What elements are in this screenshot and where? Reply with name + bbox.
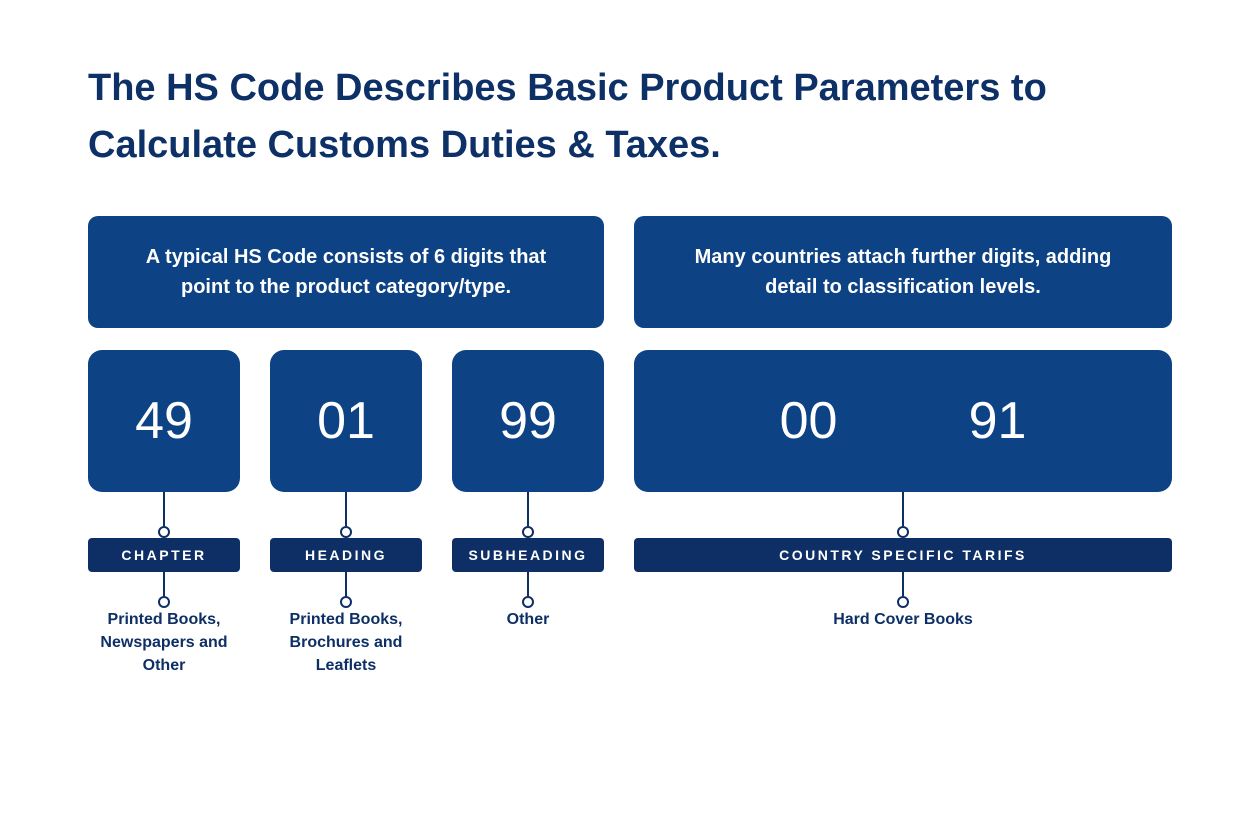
info-box-right: Many countries attach further digits, ad…	[634, 216, 1172, 328]
connector-stem	[163, 572, 165, 596]
connector	[522, 492, 534, 538]
desc-country-tarifs: Hard Cover Books	[833, 608, 973, 631]
connector-dot	[897, 526, 909, 538]
digit-box-heading: 01	[270, 350, 422, 492]
label-chapter: CHAPTER	[88, 538, 240, 572]
hs-code-right-group: 00 91 COUNTRY SPECIFIC TARIFS Hard Cover…	[634, 350, 1172, 678]
segment-chapter: 49 CHAPTER Printed Books, Newspapers and…	[88, 350, 240, 678]
hs-code-columns: 49 CHAPTER Printed Books, Newspapers and…	[88, 350, 1172, 678]
info-row: A typical HS Code consists of 6 digits t…	[88, 216, 1172, 328]
connector	[522, 572, 534, 608]
connector-stem	[345, 572, 347, 596]
digit-box-country: 00 91	[634, 350, 1172, 492]
connector-dot	[340, 596, 352, 608]
connector	[340, 572, 352, 608]
connector	[158, 572, 170, 608]
connector-dot	[158, 596, 170, 608]
desc-subheading: Other	[507, 608, 550, 631]
connector-stem	[527, 572, 529, 596]
connector	[897, 492, 909, 538]
connector-dot	[340, 526, 352, 538]
segment-subheading: 99 SUBHEADING Other	[452, 350, 604, 678]
connector-dot	[522, 596, 534, 608]
label-country-tarifs: COUNTRY SPECIFIC TARIFS	[634, 538, 1172, 572]
desc-heading: Printed Books, Brochures and Leaflets	[270, 608, 422, 678]
connector-stem	[902, 492, 904, 526]
connector	[340, 492, 352, 538]
connector-stem	[163, 492, 165, 526]
hs-code-left-group: 49 CHAPTER Printed Books, Newspapers and…	[88, 350, 604, 678]
desc-chapter: Printed Books, Newspapers and Other	[88, 608, 240, 678]
connector	[158, 492, 170, 538]
segment-heading: 01 HEADING Printed Books, Brochures and …	[270, 350, 422, 678]
digit-box-chapter: 49	[88, 350, 240, 492]
connector-dot	[158, 526, 170, 538]
connector-stem	[345, 492, 347, 526]
connector	[897, 572, 909, 608]
digit-box-subheading: 99	[452, 350, 604, 492]
connector-stem	[902, 572, 904, 596]
label-heading: HEADING	[270, 538, 422, 572]
connector-dot	[897, 596, 909, 608]
connector-stem	[527, 492, 529, 526]
info-box-left: A typical HS Code consists of 6 digits t…	[88, 216, 604, 328]
connector-dot	[522, 526, 534, 538]
label-subheading: SUBHEADING	[452, 538, 604, 572]
page-title: The HS Code Describes Basic Product Para…	[88, 60, 1172, 174]
digit-country-1: 91	[969, 391, 1027, 451]
digit-country-0: 00	[780, 391, 838, 451]
segment-country-tarifs: 00 91 COUNTRY SPECIFIC TARIFS Hard Cover…	[634, 350, 1172, 631]
